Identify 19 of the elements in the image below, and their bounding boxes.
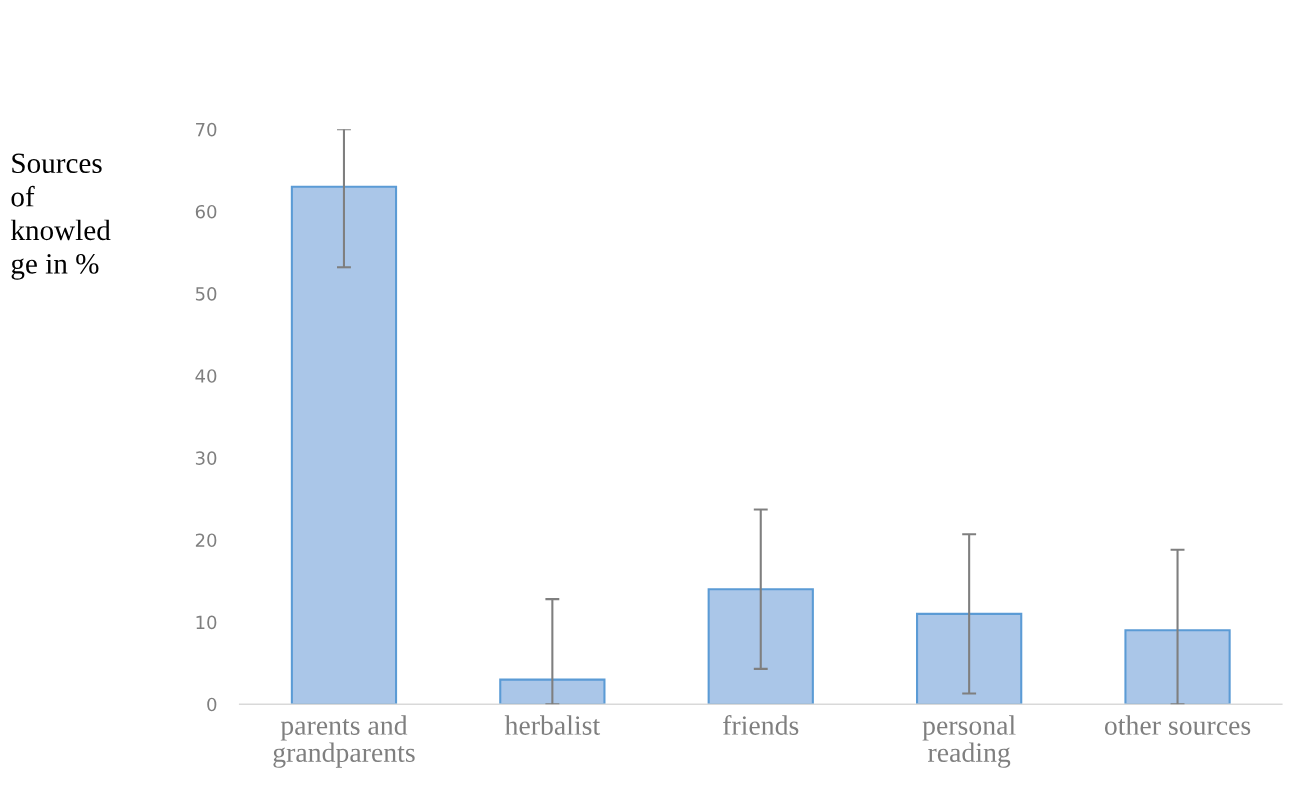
- bar: [499, 678, 606, 705]
- y-tick-label: 0: [207, 697, 217, 712]
- x-tick-label: friends: [723, 715, 799, 735]
- y-tick-label: 10: [196, 615, 217, 630]
- y-axis-title: Sources of knowled ge in %: [10, 153, 111, 280]
- x-tick-label: personal reading: [922, 715, 1016, 768]
- bar: [916, 612, 1023, 705]
- x-tick-label: herbalist: [504, 715, 601, 735]
- y-tick-label: 70: [196, 122, 217, 137]
- x-tick-label: parents and grandparents: [273, 715, 415, 768]
- y-tick-label: 60: [195, 204, 217, 219]
- bar: [290, 185, 398, 705]
- y-tick-label: 20: [195, 533, 217, 548]
- bar: [707, 588, 814, 705]
- bar: [1124, 629, 1231, 705]
- y-tick-label: 30: [195, 451, 217, 465]
- y-tick-label: 40: [195, 369, 217, 383]
- y-tick-label: 50: [195, 287, 217, 301]
- x-tick-label: other sources: [1104, 715, 1251, 735]
